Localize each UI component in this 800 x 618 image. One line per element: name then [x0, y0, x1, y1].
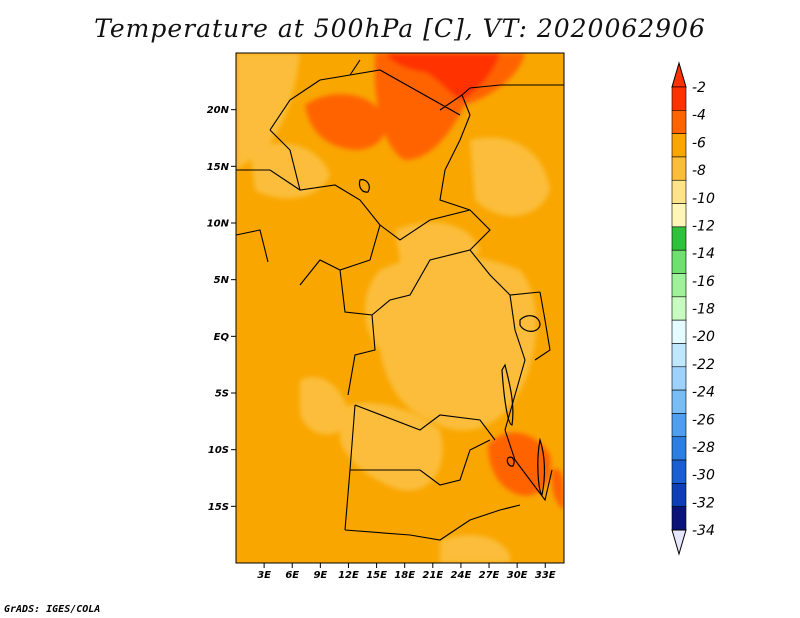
map-area: 20N 15N 10N 5N EQ 5S 10S 15S 3E 6E 9E 12E 15E 18E 21E… [207, 52, 565, 581]
lon-tick-label: 27E [479, 570, 500, 581]
colorbar-band [671, 156, 687, 181]
colorbar-band [671, 273, 687, 298]
colorbar-band [671, 436, 687, 461]
colorbar-label: -18 [692, 302, 715, 318]
lat-tick-label: 5S [215, 389, 229, 400]
colorbar-label: -12 [692, 218, 715, 234]
colorbar-band [671, 133, 687, 158]
lat-tick-label: 15N [207, 162, 230, 173]
colorbar-band [671, 366, 687, 391]
lat-tick-label: EQ [214, 332, 230, 343]
country-borders [236, 59, 564, 541]
lon-tick-label: 3E [257, 570, 271, 581]
lon-tick-label: 21E [422, 570, 443, 581]
lon-tick-label: 15E [366, 570, 387, 581]
field-sahara-warm [305, 94, 386, 150]
map-frame [235, 52, 565, 564]
colorbar-band [671, 226, 687, 251]
lon-tick-label: 9E [313, 570, 327, 581]
colorbar-label: -10 [692, 191, 715, 207]
colorbar-band [671, 413, 687, 438]
lakes [358, 179, 546, 497]
colorbar-label: -30 [692, 468, 715, 484]
colorbar-label: -28 [692, 440, 715, 456]
lat-tick-label: 10S [208, 445, 229, 456]
field-northwest-light [236, 53, 300, 170]
colorbar-label: -20 [692, 329, 715, 345]
lon-tick-label: 33E [535, 570, 556, 581]
lake-victoria [519, 315, 541, 332]
page-title: Temperature at 500hPa [C], VT: 202006290… [94, 14, 706, 43]
colorbar-band [671, 319, 687, 344]
lat-tick-label: 5N [214, 275, 230, 286]
lake-mweru [506, 456, 515, 467]
field-central-plateau [395, 222, 480, 267]
lon-tick-label: 30E [507, 570, 528, 581]
grads-credit: GrADS: IGES/COLA [4, 604, 101, 615]
field-north-warm [375, 53, 525, 160]
colorbar-label: -6 [692, 135, 706, 151]
field-malawi-warm [488, 432, 551, 496]
colorbar-band [671, 506, 687, 531]
colorbar-band [671, 343, 687, 368]
colorbar-label: -22 [692, 357, 715, 373]
colorbar-band [671, 459, 687, 484]
lon-tick-label: 6E [285, 570, 299, 581]
field-northeast-light [470, 137, 550, 217]
lon-tick-label: 18E [394, 570, 415, 581]
field-mozambique-warm [551, 468, 564, 510]
lat-tick-label: 20N [207, 105, 230, 116]
colorbar-label: -14 [692, 246, 715, 262]
colorbar-label: -4 [692, 108, 706, 124]
lon-tick-label: 24E [451, 570, 472, 581]
colorbar-label: -24 [692, 385, 715, 401]
colorbar-label: -26 [692, 412, 715, 428]
colorbar-band [671, 249, 687, 274]
lake-tanganyika [501, 363, 514, 426]
colorbar-label: -32 [692, 495, 715, 511]
colorbar-band [671, 86, 687, 111]
field-west-coast-light [300, 376, 350, 435]
field-angola-plateau [340, 402, 443, 491]
latitude-axis: 20N 15N 10N 5N EQ 5S 10S 15S [207, 105, 236, 513]
colorbar-band [671, 179, 687, 204]
colorbar-band [671, 110, 687, 134]
colorbar-label: -16 [692, 274, 715, 290]
field-zambezi-light [440, 535, 510, 563]
lat-tick-label: 10N [207, 219, 230, 230]
colorbar-label: -34 [692, 523, 715, 539]
colorbar-bottom-triangle [671, 529, 687, 556]
lake-malawi [537, 437, 546, 497]
colorbar: -2 -4 -6 -8 -10 -12 -14 -16 -18 -20 -22 -24 -26 -28 -3… [671, 61, 715, 556]
lon-tick-label: 12E [338, 570, 359, 581]
colorbar-band [671, 203, 687, 228]
border-lines [236, 59, 564, 541]
field-congo-basin [365, 255, 537, 431]
field-sahel-light [250, 143, 330, 199]
longitude-axis: 3E 6E 9E 12E 15E 18E 21E 24E 27E 30E 33E [257, 563, 556, 581]
colorbar-band [671, 296, 687, 321]
lat-tick-label: 15S [208, 502, 229, 513]
colorbar-band [671, 389, 687, 414]
colorbar-label: -8 [692, 163, 706, 179]
colorbar-band [671, 483, 687, 507]
lake-chad [358, 179, 370, 193]
colorbar-label: -2 [692, 80, 706, 96]
colorbar-top-triangle [671, 61, 687, 88]
